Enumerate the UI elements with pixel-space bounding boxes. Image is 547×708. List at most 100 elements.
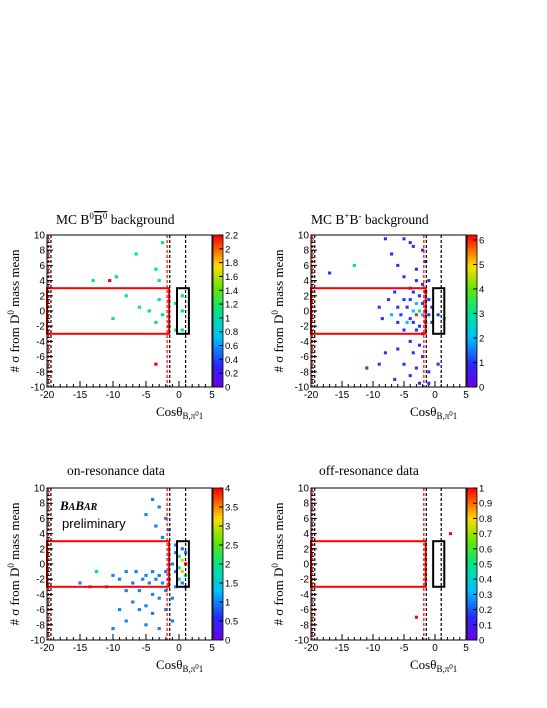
colorbar-tick-label: 0.4 [479,575,492,586]
data-cell [167,528,171,532]
data-cell [408,298,412,302]
colorbar-segment [213,332,223,336]
data-cell [160,241,165,245]
colorbar-tick-label: 1.6 [225,272,238,283]
colorbar-segment [467,253,477,257]
data-cell [180,309,184,313]
colorbar-segment [213,624,223,629]
x-tick-label: 0 [432,390,438,401]
y-tick-label: 6 [39,514,45,525]
y-tick-label: 4 [39,276,45,287]
colorbar-segment [467,262,477,266]
y-tick-label: -8 [300,367,309,378]
colorbar-segment [213,564,223,568]
colorbar-tick-label: 6 [479,235,484,246]
colorbar-segment [467,380,477,385]
data-cell [144,513,148,517]
colorbar-segment [467,542,477,547]
colorbar-segment [213,241,223,245]
colorbar-segment [213,277,223,282]
data-cell [430,320,434,324]
x-tick-label: -5 [400,390,409,401]
data-cell [396,263,400,267]
y-tick-label: -2 [300,575,309,586]
colorbar-segment [213,539,223,544]
x-tick-label: -15 [73,643,88,654]
colorbar-segment [213,317,223,321]
colorbar-segment [213,292,223,297]
colorbar-segment [467,527,477,532]
colorbar-segment [213,609,223,614]
data-cell [131,600,135,604]
data-cell [164,570,168,574]
y-tick-label: -10 [295,383,310,394]
data-cell [108,279,112,283]
colorbar-tick-label: 0.2 [479,605,492,616]
data-cell [141,577,145,581]
colorbar-segment [467,612,477,617]
colorbar-segment [213,341,223,345]
y-tick-label: 2 [303,544,309,555]
data-cell [383,237,387,241]
colorbar-segment [213,536,223,541]
colorbar-segment [467,362,477,367]
y-tick-label: 2 [39,291,45,302]
data-cell [144,573,148,577]
colorbar-segment [467,347,477,352]
colorbar-segment [213,524,223,529]
colorbar-tick-label: 1 [479,484,484,495]
colorbar-segment [213,380,223,385]
data-cell [117,577,122,581]
x-tick-label: 5 [209,643,215,654]
colorbar-segment [467,554,477,559]
data-cell [393,290,397,294]
colorbar-segment [467,307,477,312]
data-cell [91,279,95,283]
y-tick-label: 0 [303,560,309,571]
data-cell [157,505,161,509]
colorbar-tick-label: 0 [225,383,230,394]
colorbar-segment [213,530,223,535]
colorbar-segment [467,283,477,288]
data-cell [170,619,175,623]
colorbar-tick-label: 5 [479,260,484,271]
colorbar-segment [467,497,477,501]
colorbar-segment [467,506,477,510]
data-cell [402,298,406,302]
data-cell [383,351,387,355]
data-cell [111,317,115,321]
chart-title: off-resonance data [319,463,419,478]
colorbar-segment [213,326,223,330]
colorbar-segment [213,597,223,601]
colorbar-segment [467,515,477,519]
colorbar-segment [467,365,477,370]
y-tick-label: 8 [303,246,309,257]
colorbar-segment [467,606,477,611]
colorbar-segment [213,289,223,294]
colorbar-segment [467,298,477,303]
data-cell [414,279,418,283]
colorbar-segment [467,530,477,535]
colorbar-segment [467,314,477,318]
colorbar-segment [213,256,223,260]
colorbar-segment [213,560,223,565]
data-cell [411,309,415,313]
data-cell [402,237,406,241]
colorbar-segment [213,585,223,589]
colorbar-segment [213,606,223,611]
colorbar-segment [467,594,477,598]
data-cell [411,290,415,294]
colorbar-segment [213,582,223,586]
colorbar-tick-label: 0.1 [479,620,492,631]
colorbar-segment [467,630,477,635]
data-cell [174,570,178,574]
colorbar-tick-label: 0.8 [225,327,238,338]
data-cell [408,339,412,343]
colorbar-segment [213,383,223,388]
y-axis-label: # σ from D0 mass mean [270,502,286,626]
colorbar-segment [467,597,477,601]
signal-region-box [310,287,427,335]
x-tick-label: -5 [142,643,151,654]
y-tick-label: -10 [31,383,46,394]
colorbar-tick-label: 2 [479,333,484,344]
